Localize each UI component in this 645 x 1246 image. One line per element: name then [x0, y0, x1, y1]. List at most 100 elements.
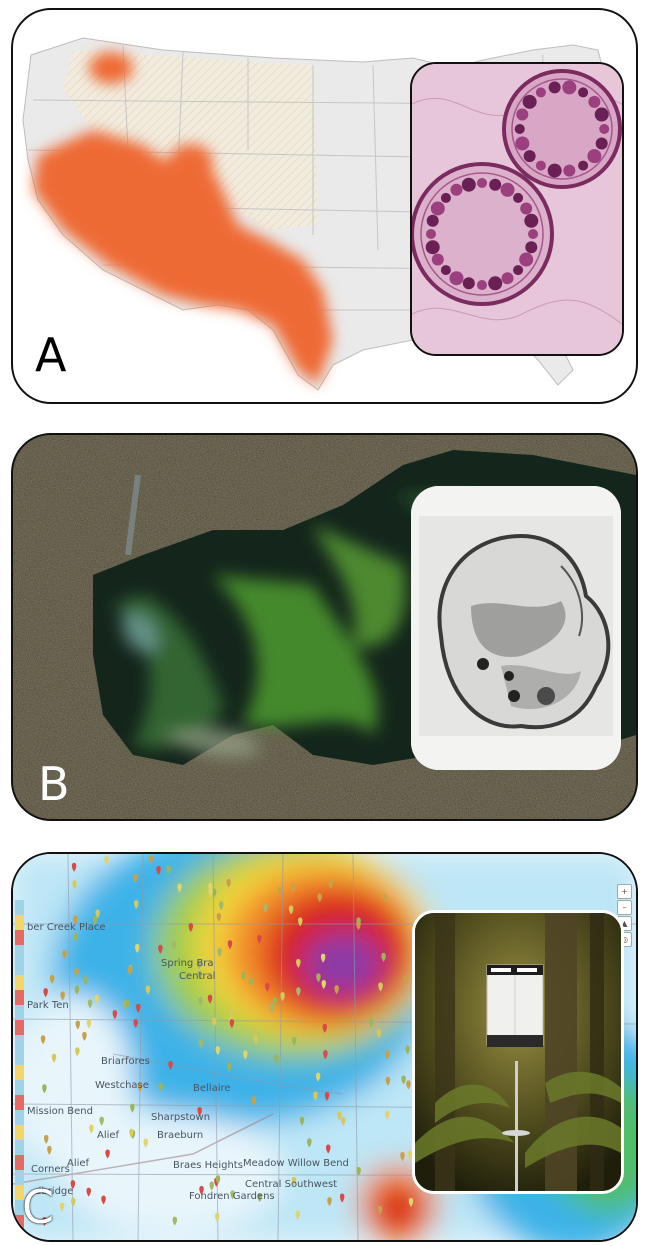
- location-pin-icon[interactable]: [125, 999, 131, 1009]
- location-pin-icon[interactable]: [60, 991, 65, 1001]
- location-pin-icon[interactable]: [101, 1195, 106, 1205]
- location-pin-icon[interactable]: [274, 1054, 279, 1064]
- location-pin-icon[interactable]: [369, 1018, 374, 1028]
- location-pin-icon[interactable]: [406, 1080, 411, 1090]
- location-pin-icon[interactable]: [196, 960, 202, 970]
- location-pin-icon[interactable]: [208, 882, 213, 892]
- location-pin-icon[interactable]: [339, 1193, 345, 1203]
- location-pin-icon[interactable]: [51, 1053, 57, 1063]
- location-pin-icon[interactable]: [313, 1091, 318, 1101]
- location-pin-icon[interactable]: [168, 1060, 173, 1070]
- zoom-out-icon[interactable]: –: [617, 900, 632, 915]
- location-pin-icon[interactable]: [253, 1035, 259, 1045]
- location-pin-icon[interactable]: [251, 1096, 257, 1106]
- location-pin-icon[interactable]: [212, 1017, 217, 1027]
- location-pin-icon[interactable]: [43, 1134, 49, 1144]
- location-pin-icon[interactable]: [94, 994, 100, 1004]
- location-pin-icon[interactable]: [156, 865, 161, 875]
- location-pin-icon[interactable]: [86, 1187, 91, 1197]
- location-pin-icon[interactable]: [171, 940, 177, 950]
- location-pin-icon[interactable]: [215, 1046, 221, 1056]
- location-pin-icon[interactable]: [257, 1193, 262, 1203]
- location-pin-icon[interactable]: [172, 1216, 178, 1226]
- location-pin-icon[interactable]: [316, 973, 321, 983]
- location-pin-icon[interactable]: [42, 1084, 47, 1094]
- location-pin-icon[interactable]: [356, 1166, 361, 1176]
- location-pin-icon[interactable]: [265, 982, 270, 992]
- location-pin-icon[interactable]: [227, 1062, 232, 1072]
- location-pin-icon[interactable]: [42, 1217, 47, 1227]
- location-pin-icon[interactable]: [381, 952, 386, 962]
- location-pin-icon[interactable]: [112, 1010, 118, 1020]
- location-pin-icon[interactable]: [166, 865, 171, 875]
- location-pin-icon[interactable]: [325, 1144, 331, 1154]
- location-pin-icon[interactable]: [130, 1103, 135, 1113]
- location-pin-icon[interactable]: [87, 999, 93, 1009]
- location-pin-icon[interactable]: [324, 1091, 330, 1101]
- location-pin-icon[interactable]: [315, 1072, 321, 1082]
- location-pin-icon[interactable]: [74, 967, 79, 977]
- location-pin-icon[interactable]: [317, 893, 322, 903]
- location-pin-icon[interactable]: [133, 873, 138, 883]
- location-pin-icon[interactable]: [127, 966, 133, 976]
- location-pin-icon[interactable]: [291, 1036, 297, 1046]
- location-pin-icon[interactable]: [229, 1010, 234, 1020]
- location-pin-icon[interactable]: [288, 905, 294, 915]
- location-pin-icon[interactable]: [290, 883, 296, 893]
- location-pin-icon[interactable]: [158, 944, 163, 954]
- location-pin-icon[interactable]: [133, 1018, 138, 1028]
- location-pin-icon[interactable]: [188, 923, 194, 933]
- location-pin-icon[interactable]: [408, 1197, 414, 1207]
- location-pin-icon[interactable]: [177, 883, 182, 893]
- location-pin-icon[interactable]: [40, 1035, 46, 1045]
- location-pin-icon[interactable]: [82, 1031, 87, 1041]
- location-pin-icon[interactable]: [400, 1151, 405, 1161]
- location-pin-icon[interactable]: [143, 1138, 148, 1148]
- location-pin-icon[interactable]: [59, 1202, 65, 1212]
- location-pin-icon[interactable]: [248, 977, 254, 987]
- location-pin-icon[interactable]: [219, 901, 224, 911]
- location-pin-icon[interactable]: [105, 1149, 110, 1159]
- location-pin-icon[interactable]: [99, 1116, 104, 1126]
- location-pin-icon[interactable]: [75, 1020, 81, 1030]
- location-pin-icon[interactable]: [133, 900, 139, 910]
- location-pin-icon[interactable]: [297, 917, 303, 927]
- location-pin-icon[interactable]: [70, 1180, 76, 1190]
- location-pin-icon[interactable]: [230, 1190, 235, 1200]
- location-pin-icon[interactable]: [296, 958, 301, 968]
- location-pin-icon[interactable]: [327, 1197, 332, 1207]
- location-pin-icon[interactable]: [197, 970, 203, 980]
- location-pin-icon[interactable]: [148, 855, 154, 865]
- location-pin-icon[interactable]: [207, 994, 213, 1004]
- location-pin-icon[interactable]: [403, 975, 409, 985]
- location-pin-icon[interactable]: [334, 985, 339, 995]
- location-pin-icon[interactable]: [356, 921, 361, 931]
- location-pin-icon[interactable]: [226, 878, 231, 888]
- location-pin-icon[interactable]: [198, 1039, 204, 1049]
- location-pin-icon[interactable]: [216, 912, 222, 922]
- location-pin-icon[interactable]: [328, 879, 333, 889]
- location-pin-icon[interactable]: [211, 888, 217, 898]
- location-pin-icon[interactable]: [243, 1050, 248, 1060]
- location-pin-icon[interactable]: [104, 856, 109, 866]
- location-pin-icon[interactable]: [209, 1181, 214, 1191]
- location-pin-icon[interactable]: [74, 985, 80, 995]
- location-pin-icon[interactable]: [215, 1175, 221, 1185]
- location-pin-icon[interactable]: [227, 940, 233, 950]
- location-pin-icon[interactable]: [72, 880, 77, 890]
- location-pin-icon[interactable]: [299, 1116, 305, 1126]
- location-pin-icon[interactable]: [277, 886, 283, 896]
- location-pin-icon[interactable]: [62, 950, 67, 960]
- location-pin-icon[interactable]: [83, 976, 89, 986]
- location-pin-icon[interactable]: [214, 1212, 220, 1222]
- location-pin-icon[interactable]: [291, 1176, 297, 1186]
- location-pin-icon[interactable]: [280, 992, 285, 1002]
- location-pin-icon[interactable]: [49, 974, 55, 984]
- zoom-in-icon[interactable]: +: [617, 884, 632, 899]
- location-pin-icon[interactable]: [257, 934, 262, 944]
- location-pin-icon[interactable]: [377, 1205, 383, 1215]
- location-pin-icon[interactable]: [382, 893, 388, 903]
- location-pin-icon[interactable]: [135, 943, 140, 953]
- location-pin-icon[interactable]: [322, 1023, 328, 1033]
- location-pin-icon[interactable]: [385, 1050, 390, 1060]
